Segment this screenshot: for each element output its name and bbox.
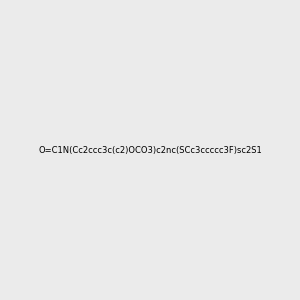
Text: O=C1N(Cc2ccc3c(c2)OCO3)c2nc(SCc3ccccc3F)sc2S1: O=C1N(Cc2ccc3c(c2)OCO3)c2nc(SCc3ccccc3F)… — [38, 146, 262, 154]
